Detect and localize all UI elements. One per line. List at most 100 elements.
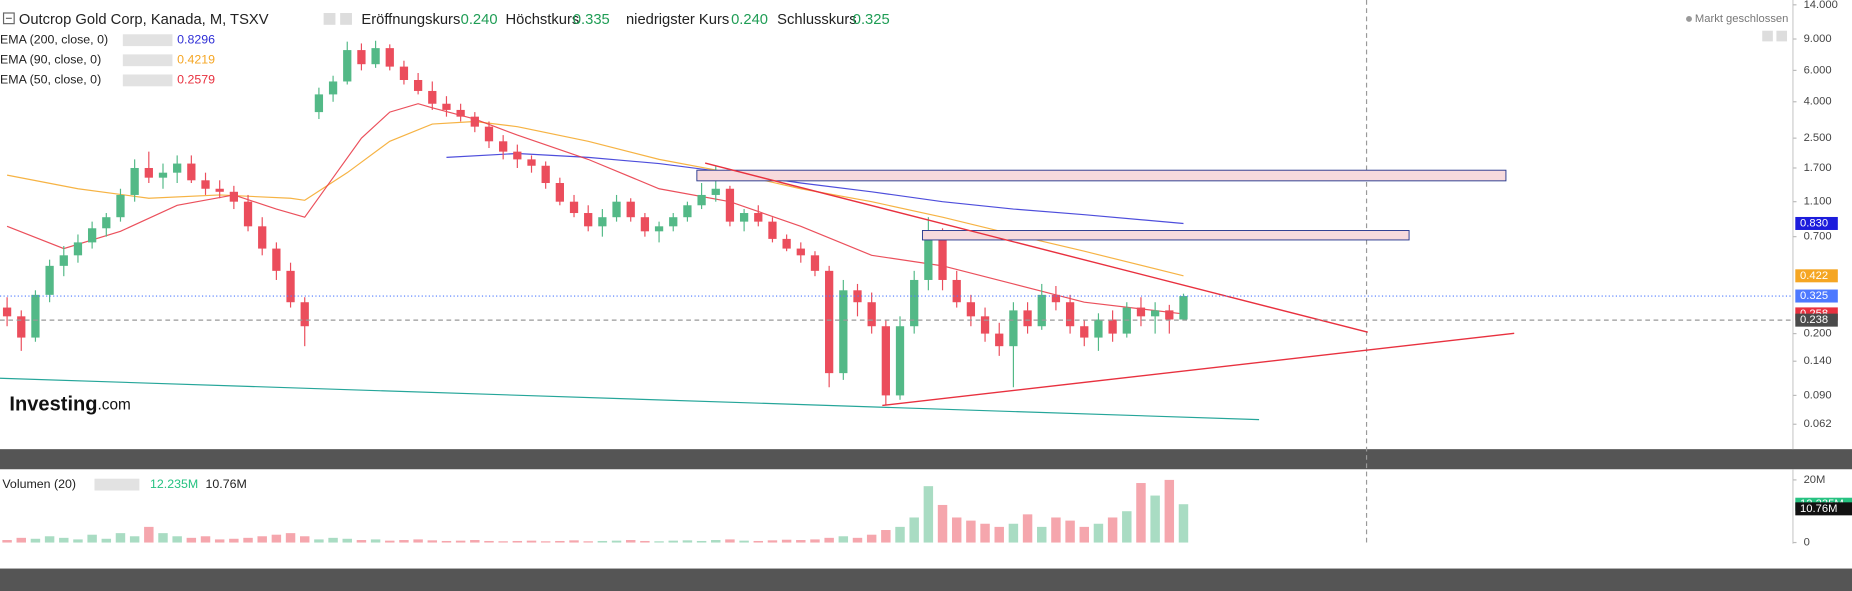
volume-bar xyxy=(455,540,466,543)
volume-bar xyxy=(895,526,905,543)
candle-body xyxy=(243,201,253,227)
volume-bar xyxy=(229,538,239,543)
candle-body xyxy=(158,172,168,178)
y-tick-label: 0.700 xyxy=(1804,231,1832,243)
volume-bar xyxy=(73,539,83,543)
volume-bar xyxy=(597,540,608,543)
trendline[interactable] xyxy=(0,377,1260,421)
candle-body xyxy=(413,79,423,91)
volume-bar xyxy=(640,540,650,543)
volume-bar xyxy=(611,540,622,543)
ohlc-label: Eröffnungskurs xyxy=(361,12,460,28)
volume-bar xyxy=(314,539,324,543)
candle-body xyxy=(31,294,40,338)
ohlc-value: 0.240 xyxy=(461,12,498,28)
candle-body xyxy=(87,228,97,243)
volume-bar xyxy=(30,538,41,543)
market-status: Markt geschlossen xyxy=(1695,13,1788,25)
zone-rectangle[interactable] xyxy=(696,169,1507,182)
volume-bar xyxy=(1178,504,1189,543)
candle-body xyxy=(173,163,182,173)
volume-bar xyxy=(1150,495,1160,543)
volume-bar xyxy=(172,536,182,543)
candle-body xyxy=(1094,319,1103,338)
candle-body xyxy=(895,326,905,396)
trendline[interactable] xyxy=(882,332,1515,407)
volume-bar xyxy=(937,504,948,543)
volume-bar xyxy=(243,537,253,543)
panel-separator xyxy=(0,449,1852,470)
settings-icon[interactable] xyxy=(340,13,352,25)
volume-bar xyxy=(810,539,820,543)
volume-bar xyxy=(909,517,919,543)
legend-value: 0.2579 xyxy=(177,73,215,87)
volume-bar xyxy=(951,517,962,543)
volume-bar xyxy=(44,536,55,543)
volume-badge-label: 10.76M xyxy=(1800,503,1837,515)
candle-body xyxy=(314,94,324,113)
ohlc-value: 0.325 xyxy=(853,12,890,28)
candle-body xyxy=(952,279,961,303)
legend-value: 0.8296 xyxy=(177,32,215,46)
toolbar-icon[interactable] xyxy=(1776,30,1788,42)
ohlc-label: Schlusskurs xyxy=(777,12,856,28)
ema-line xyxy=(446,152,1184,225)
candle-layer xyxy=(2,40,1188,405)
settings-icon[interactable] xyxy=(323,13,336,25)
candle-body xyxy=(229,191,238,202)
legend: EMA (200, close, 0) 0.8296 EMA (90, close,… xyxy=(0,32,215,86)
legend-label: EMA (90, close, 0) xyxy=(0,53,101,67)
y-tick-label: 0.062 xyxy=(1804,418,1832,430)
watermark-brand: Investing xyxy=(9,394,97,416)
candle-body xyxy=(924,231,933,280)
volume-bar xyxy=(498,541,508,543)
indicator-icons[interactable] xyxy=(122,34,173,47)
candle-body xyxy=(541,165,550,184)
volume-bar xyxy=(257,536,267,543)
volume-bar xyxy=(838,536,849,543)
candle-body xyxy=(711,188,720,195)
candle-body xyxy=(17,316,26,338)
legend-label: EMA (50, close, 0) xyxy=(0,73,101,87)
candle-body xyxy=(527,159,536,166)
toolbar-icon[interactable] xyxy=(1762,30,1773,42)
volume-bar xyxy=(186,537,197,543)
volume-bar xyxy=(781,539,792,543)
watermark: Investing.com xyxy=(9,394,130,416)
price-badge-label: 0.830 xyxy=(1800,217,1828,229)
indicator-icons[interactable] xyxy=(94,478,140,491)
y-tick-label: 0.090 xyxy=(1804,389,1832,401)
y-tick-label: 1.700 xyxy=(1804,162,1832,174)
zone-rectangle[interactable] xyxy=(921,230,1410,241)
volume-bar xyxy=(370,539,381,543)
candle-body xyxy=(130,167,139,195)
candle-body xyxy=(215,188,224,192)
ohlc-label: niedrigster Kurs xyxy=(626,12,729,28)
indicator-icons[interactable] xyxy=(122,54,173,67)
watermark-domain: .com xyxy=(98,396,131,413)
price-badge-label: 0.238 xyxy=(1800,314,1828,326)
volume-bar xyxy=(994,526,1004,543)
volume-bar xyxy=(87,534,97,543)
volume-bar xyxy=(540,541,551,543)
volume-bar xyxy=(16,537,26,543)
volume-bar xyxy=(1107,517,1118,543)
collapse-button[interactable] xyxy=(2,12,15,25)
bottom-bar xyxy=(0,568,1852,591)
volume-bar xyxy=(214,539,225,543)
volume-bar xyxy=(739,540,749,543)
candle-body xyxy=(1037,294,1046,327)
candle-body xyxy=(867,302,876,327)
volume-bar xyxy=(300,536,310,543)
indicator-icons[interactable] xyxy=(122,74,173,87)
volume-bar xyxy=(2,540,12,543)
candle-body xyxy=(258,226,267,249)
y-tick-label: 4.000 xyxy=(1804,96,1832,108)
volume-badge xyxy=(1795,502,1852,516)
candle-body xyxy=(1136,307,1146,317)
volume-bar xyxy=(583,541,593,543)
trendline[interactable] xyxy=(704,162,1368,333)
candle-body xyxy=(73,242,83,256)
